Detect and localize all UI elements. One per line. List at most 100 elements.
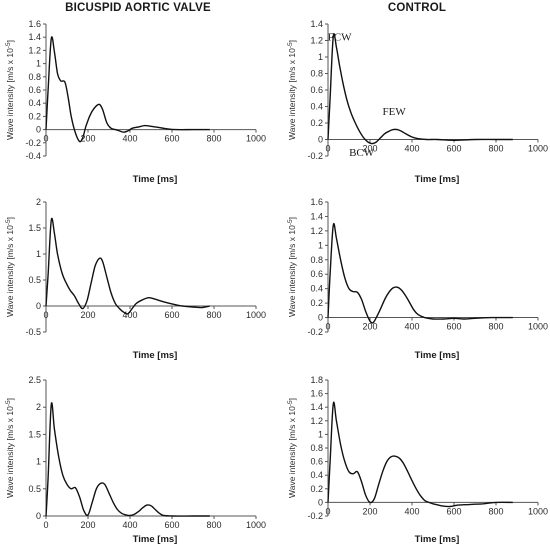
wave-annotation: BCW bbox=[349, 147, 375, 159]
y-tick-label: 1.8 bbox=[310, 375, 323, 385]
y-tick-label: -0.5 bbox=[25, 327, 41, 337]
y-tick-label: 1.4 bbox=[310, 211, 323, 221]
y-tick-label: 1.6 bbox=[28, 19, 41, 29]
x-tick-label: 600 bbox=[446, 322, 461, 332]
x-tick-label: 800 bbox=[206, 310, 221, 320]
x-tick-label: 200 bbox=[80, 310, 95, 320]
x-tick-label: 800 bbox=[488, 322, 503, 332]
y-tick-label: -0.2 bbox=[25, 138, 41, 148]
y-tick-label: 1 bbox=[318, 52, 323, 62]
y-tick-label: 0.6 bbox=[310, 85, 323, 95]
x-tick-label: 200 bbox=[362, 144, 377, 154]
x-tick-label: 600 bbox=[164, 520, 179, 530]
y-tick-label: 0.2 bbox=[310, 298, 323, 308]
x-axis-label: Time [ms] bbox=[133, 350, 178, 361]
x-tick-label: 600 bbox=[164, 134, 179, 144]
x-tick-label: 1000 bbox=[246, 520, 266, 530]
x-axis-label: Time [ms] bbox=[133, 174, 178, 185]
x-tick-label: 200 bbox=[362, 506, 377, 516]
y-tick-label: 1.4 bbox=[28, 32, 41, 42]
x-tick-label: 0 bbox=[43, 134, 48, 144]
y-tick-label: 1.4 bbox=[310, 402, 323, 412]
x-tick-label: 800 bbox=[206, 134, 221, 144]
chart-control-1: -0.200.20.40.60.811.21.40 200 400 600 800 100… bbox=[287, 19, 548, 185]
y-tick-label: 1 bbox=[36, 249, 41, 259]
x-tick-label: 0 bbox=[325, 506, 330, 516]
y-tick-label: 0.4 bbox=[310, 102, 323, 112]
y-tick-label: 0.8 bbox=[28, 72, 41, 82]
y-tick-label: 2.5 bbox=[28, 375, 41, 385]
y-tick-label: 1 bbox=[318, 240, 323, 250]
y-tick-label: 0 bbox=[36, 125, 41, 135]
x-tick-label: 400 bbox=[122, 520, 137, 530]
x-tick-label: 1000 bbox=[528, 144, 548, 154]
wave-intensity-line bbox=[45, 36, 210, 143]
x-tick-label: 0 bbox=[43, 520, 48, 530]
y-tick-label: 0.2 bbox=[28, 111, 41, 121]
x-tick-label: 200 bbox=[80, 134, 95, 144]
x-tick-label: 400 bbox=[404, 144, 419, 154]
wave-intensity-line bbox=[327, 222, 513, 324]
x-tick-label: 1000 bbox=[528, 322, 548, 332]
y-tick-label: 0.6 bbox=[310, 269, 323, 279]
y-tick-label: 0.6 bbox=[310, 457, 323, 467]
y-tick-label: 2 bbox=[36, 197, 41, 207]
y-tick-label: -0.2 bbox=[307, 151, 323, 161]
chart-bav-3: 0 0.5 1 1.5 2 2.5 0 200 400 600 800 1000 Time [ms] Wa… bbox=[5, 375, 266, 545]
y-tick-label: 0.8 bbox=[310, 69, 323, 79]
y-tick-label: 0.4 bbox=[310, 470, 323, 480]
chart-control-3: -0.200.20.40.60.811.21.41.61.80 200 400 600… bbox=[287, 375, 548, 545]
x-tick-label: 400 bbox=[122, 310, 137, 320]
y-tick-label: 0.4 bbox=[310, 284, 323, 294]
x-tick-label: 400 bbox=[404, 506, 419, 516]
y-tick-label: 1.2 bbox=[310, 36, 323, 46]
x-tick-label: 1000 bbox=[246, 134, 266, 144]
y-axis-label: Wave intensity [m/s x 10-5] bbox=[5, 217, 15, 317]
wave-intensity-line bbox=[327, 33, 513, 145]
y-axis-label: Wave intensity [m/s x 10-5] bbox=[5, 398, 15, 498]
y-tick-label: 0.8 bbox=[310, 443, 323, 453]
y-tick-label: 1.2 bbox=[310, 226, 323, 236]
chart-bav-1: -0.4-0.200.20.40.60.811.21.41.60 200 400 60… bbox=[5, 19, 266, 185]
y-tick-label: 1.5 bbox=[28, 223, 41, 233]
y-axis-label: Wave intensity [m/s x 10-5] bbox=[5, 40, 15, 140]
x-tick-label: 800 bbox=[488, 506, 503, 516]
title-control: CONTROL bbox=[387, 2, 447, 14]
x-tick-label: 0 bbox=[325, 322, 330, 332]
wave-intensity-line bbox=[45, 402, 210, 517]
wave-intensity-line bbox=[45, 217, 210, 315]
y-tick-label: 0 bbox=[36, 511, 41, 521]
x-tick-label: 1000 bbox=[528, 506, 548, 516]
y-tick-label: 1.2 bbox=[310, 416, 323, 426]
y-axis-label: Wave intensity [m/s x 10-5] bbox=[287, 40, 297, 140]
x-tick-label: 0 bbox=[325, 144, 330, 154]
y-tick-label: 0 bbox=[36, 301, 41, 311]
y-axis-label: Wave intensity [m/s x 10-5] bbox=[287, 398, 297, 498]
y-tick-label: 0 bbox=[318, 313, 323, 323]
y-tick-label: 0.6 bbox=[28, 85, 41, 95]
y-tick-label: 0.4 bbox=[28, 98, 41, 108]
x-tick-label: 600 bbox=[446, 506, 461, 516]
x-tick-label: 600 bbox=[164, 310, 179, 320]
x-tick-label: 800 bbox=[206, 520, 221, 530]
y-tick-label: 2 bbox=[36, 402, 41, 412]
x-tick-label: 0 bbox=[43, 310, 48, 320]
x-axis-label: Time [ms] bbox=[415, 174, 460, 185]
x-axis-label: Time [ms] bbox=[415, 350, 460, 361]
y-tick-label: 1.4 bbox=[310, 19, 323, 29]
y-tick-label: 0.2 bbox=[310, 118, 323, 128]
x-tick-label: 1000 bbox=[246, 310, 266, 320]
y-tick-label: 0.5 bbox=[28, 484, 41, 494]
y-tick-label: -0.4 bbox=[25, 151, 41, 161]
y-tick-label: 0.2 bbox=[310, 484, 323, 494]
y-tick-label: 1.2 bbox=[28, 45, 41, 55]
x-axis-label: Time [ms] bbox=[133, 534, 178, 545]
x-tick-label: 200 bbox=[362, 322, 377, 332]
x-tick-label: 200 bbox=[80, 520, 95, 530]
y-tick-label: 1.6 bbox=[310, 197, 323, 207]
x-tick-label: 400 bbox=[404, 322, 419, 332]
wave-annotation: FCW bbox=[328, 32, 352, 44]
wave-intensity-line bbox=[327, 401, 513, 508]
y-tick-label: -0.2 bbox=[307, 511, 323, 521]
